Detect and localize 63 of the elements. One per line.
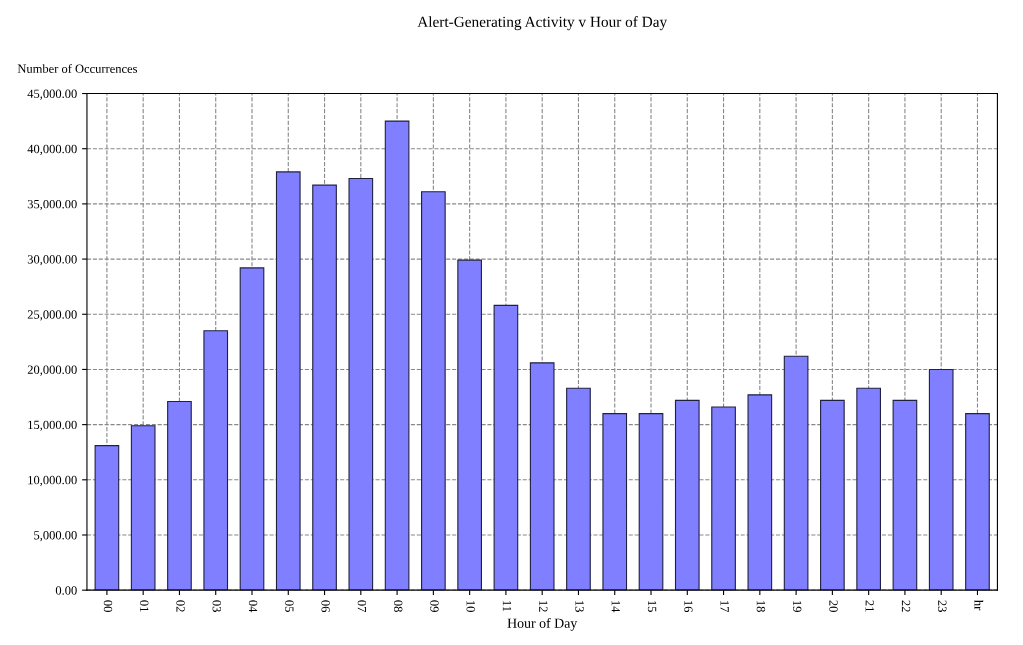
bar (384, 120, 410, 591)
x-tick-label: 04 (248, 600, 258, 613)
x-tick-label: 18 (756, 601, 766, 612)
x-tick-label: 16 (684, 601, 693, 613)
bar (965, 413, 990, 591)
bar (928, 368, 954, 591)
bar (348, 177, 374, 591)
x-tick-label: hr (974, 600, 984, 611)
x-tick-label: 10 (466, 601, 475, 612)
y-tick-label: 0.00 (55, 586, 77, 595)
bar (747, 394, 773, 591)
x-tick-label: 14 (611, 601, 620, 613)
x-tick-label: 02 (176, 600, 185, 612)
x-tick-label: 09 (430, 600, 439, 612)
bar (203, 330, 229, 591)
bar (312, 184, 337, 591)
bar (167, 400, 192, 591)
chart-title: Alert-Generating Activity v Hour of Day (417, 16, 668, 31)
bar (638, 413, 664, 591)
x-tick-label: 15 (647, 601, 657, 612)
bar (602, 413, 628, 591)
bar (566, 387, 591, 591)
x-tick-label: 21 (865, 600, 874, 612)
x-tick-label: 07 (357, 600, 367, 613)
x-tick-label: 19 (792, 601, 802, 612)
y-tick-label: 45,000.00 (27, 89, 77, 100)
y-tick-label: 25,000.00 (27, 310, 77, 321)
x-tick-label: 13 (575, 601, 584, 612)
bar (130, 425, 156, 591)
y-tick-label: 35,000.00 (27, 199, 77, 211)
y-tick-label: 15,000.00 (28, 420, 77, 431)
bar (493, 304, 519, 591)
x-tick-label: 01 (140, 600, 149, 612)
y-tick-label: 10,000.00 (28, 475, 77, 487)
x-axis-title: Hour of Day (507, 617, 578, 631)
x-tick-label: 05 (285, 600, 294, 612)
x-tick-label: 00 (103, 600, 113, 612)
x-tick-label: 12 (539, 601, 548, 612)
y-tick-label: 40,000.00 (27, 144, 77, 155)
bar (856, 387, 881, 591)
bar (820, 399, 845, 591)
bar (674, 399, 700, 591)
y-tick-label: 20,000.00 (27, 365, 77, 376)
bar (711, 406, 736, 591)
x-tick-label: 06 (321, 600, 330, 613)
x-tick-label: 23 (938, 600, 947, 612)
bar (421, 191, 446, 591)
y-axis-title: Number of Occurrences (17, 64, 138, 73)
y-tick-label: 5,000.00 (34, 531, 77, 542)
bar (457, 259, 482, 591)
bar (239, 267, 265, 591)
x-tick-label: 20 (829, 600, 838, 612)
y-tick-label: 30,000.00 (27, 255, 77, 266)
bar (94, 445, 120, 591)
x-tick-label: 17 (720, 601, 729, 613)
bar (892, 399, 918, 591)
bar (783, 355, 809, 591)
x-tick-label: 11 (502, 601, 512, 612)
x-tick-label: 03 (212, 600, 222, 612)
x-tick-label: 08 (393, 600, 403, 612)
bar (529, 362, 555, 591)
bar (275, 171, 301, 591)
x-tick-label: 22 (901, 600, 911, 612)
